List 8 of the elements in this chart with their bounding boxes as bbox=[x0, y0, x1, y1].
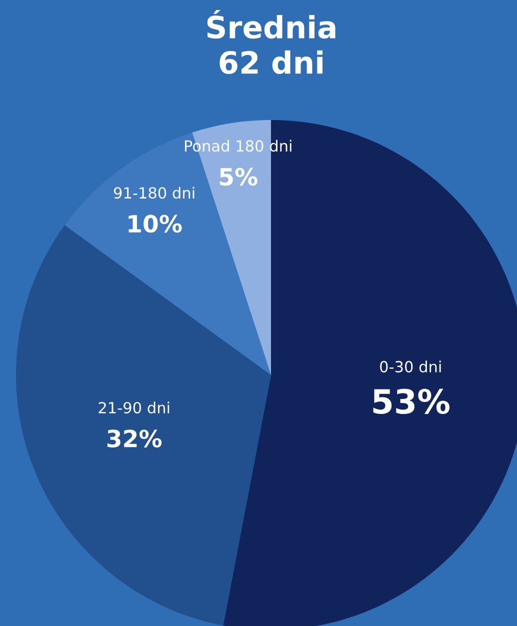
data-label: 5% bbox=[220, 168, 258, 186]
data-label: 53% bbox=[373, 388, 450, 414]
slice-label: 21-90 dni bbox=[98, 402, 170, 414]
data-label: 10% bbox=[128, 214, 182, 233]
slice-label: 91-180 dni bbox=[114, 186, 194, 199]
slice-label: 0-30 dni bbox=[380, 360, 441, 372]
data-label: 32% bbox=[107, 430, 162, 448]
chart-title: Średnia 62 dni bbox=[207, 10, 336, 74]
